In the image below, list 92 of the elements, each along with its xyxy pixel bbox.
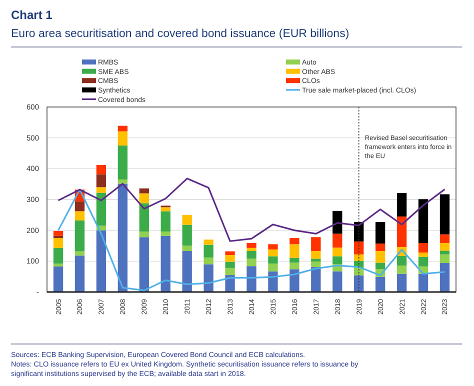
bar	[74, 251, 85, 256]
bar	[375, 222, 386, 244]
bar	[246, 250, 256, 259]
bar	[440, 254, 450, 264]
bar	[246, 258, 256, 266]
bar	[354, 241, 364, 254]
bar	[53, 238, 64, 248]
bar	[418, 252, 428, 257]
bar	[139, 237, 149, 292]
bar	[290, 269, 300, 292]
bar	[53, 236, 64, 238]
bar	[96, 192, 106, 226]
bar	[204, 257, 214, 264]
bar	[418, 199, 428, 243]
bar	[96, 230, 106, 292]
bar	[440, 263, 450, 292]
bar	[396, 256, 407, 266]
bar	[204, 240, 214, 245]
bar	[74, 211, 85, 220]
bar	[96, 187, 106, 193]
bar	[418, 242, 428, 253]
bar	[53, 248, 64, 264]
bar	[375, 262, 386, 270]
line-series	[57, 188, 446, 292]
bar	[311, 258, 321, 262]
bar	[268, 264, 278, 272]
bar	[332, 234, 342, 248]
bar	[268, 244, 278, 250]
bar	[182, 250, 192, 292]
bar	[440, 242, 450, 251]
bar	[204, 244, 214, 258]
bar	[53, 230, 64, 236]
bar	[118, 146, 128, 180]
bar	[246, 266, 256, 292]
bar	[311, 261, 321, 268]
bar	[290, 244, 300, 258]
bar	[139, 193, 149, 204]
bar	[225, 268, 235, 276]
bar	[118, 126, 128, 132]
bar	[96, 174, 106, 188]
bar	[225, 262, 235, 268]
bar	[268, 249, 278, 256]
bar	[160, 211, 170, 232]
bar	[74, 220, 85, 252]
bar	[225, 255, 235, 262]
bar	[204, 264, 214, 292]
bar	[311, 237, 321, 251]
bar	[396, 274, 407, 292]
bar	[139, 232, 149, 238]
bar	[160, 232, 170, 236]
bar	[160, 207, 170, 212]
bar	[160, 236, 170, 292]
bar	[332, 210, 342, 234]
bar	[182, 214, 192, 225]
bar	[74, 201, 85, 212]
bar	[375, 244, 386, 251]
bar	[118, 131, 128, 146]
bar	[118, 184, 128, 292]
bar	[182, 224, 192, 246]
bar	[118, 179, 128, 184]
bar	[290, 258, 300, 263]
chart-subtitle: Euro area securitisation and covered bond issuance (EUR billions)	[11, 28, 350, 40]
bar	[246, 242, 256, 248]
bar	[418, 274, 428, 292]
bar	[311, 250, 321, 259]
bar	[182, 246, 192, 251]
bar	[246, 248, 256, 251]
bar	[440, 234, 450, 243]
bar	[354, 254, 364, 261]
bar	[74, 256, 85, 292]
bar	[53, 266, 64, 292]
bar	[225, 251, 235, 255]
bar	[268, 256, 278, 264]
bar	[418, 256, 428, 266]
bar	[375, 276, 386, 292]
bar	[396, 216, 407, 247]
bar	[396, 265, 407, 274]
bar	[290, 262, 300, 270]
bar	[375, 250, 386, 263]
line-series	[57, 178, 446, 242]
bar	[332, 256, 342, 264]
chart-title: Chart 1	[11, 8, 53, 22]
bar	[290, 238, 300, 244]
bar	[332, 271, 342, 292]
bar	[139, 203, 149, 232]
bar	[139, 188, 149, 194]
bar	[440, 250, 450, 254]
bar	[440, 194, 450, 234]
bar	[96, 164, 106, 174]
bar	[332, 248, 342, 256]
bar	[396, 193, 407, 216]
bar	[53, 264, 64, 266]
